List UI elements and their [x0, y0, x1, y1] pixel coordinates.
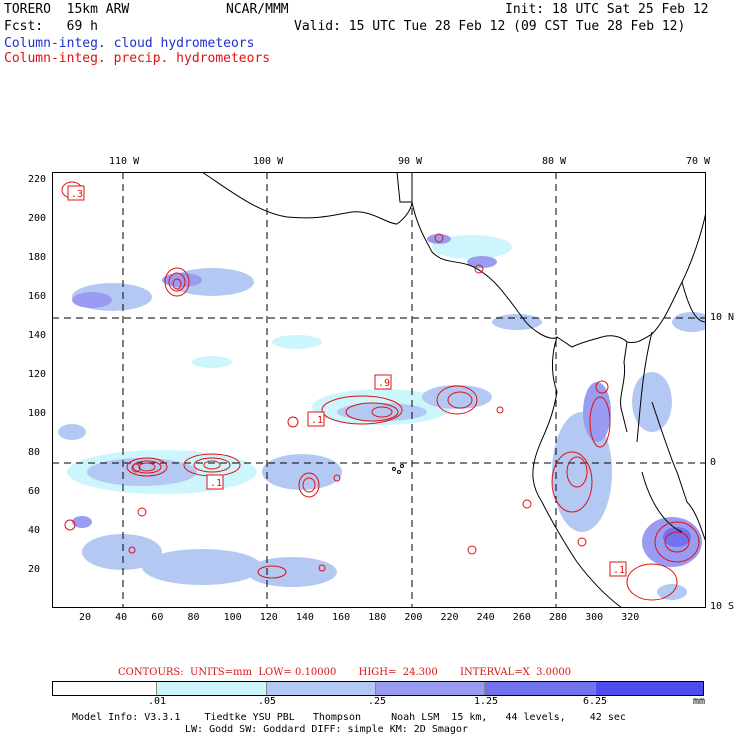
contour-label: .1 [613, 565, 625, 576]
y-tick-label: 120 [28, 369, 47, 380]
field-cloud-label: Column-integ. cloud hydrometeors [4, 36, 255, 51]
lon-label: 70 W [686, 156, 711, 167]
y-tick-label: 200 [28, 213, 47, 224]
x-tick-label: 20 [79, 612, 92, 623]
x-tick-label: 220 [440, 612, 459, 623]
colorbar-tick-label: 1.25 [473, 696, 499, 707]
forecast-hour: Fcst: 69 h [4, 19, 98, 34]
x-tick-label: 280 [548, 612, 567, 623]
x-tick-label: 320 [621, 612, 640, 623]
x-tick-label: 260 [512, 612, 531, 623]
valid-time: Valid: 15 UTC Tue 28 Feb 12 (09 CST Tue … [294, 19, 686, 34]
y-tick-label: 40 [28, 525, 41, 536]
y-tick-label: 60 [28, 486, 41, 497]
contour-label: .9 [378, 378, 390, 389]
colorbar-swatch [376, 682, 486, 695]
y-tick-label: 100 [28, 408, 47, 419]
x-tick-label: 300 [585, 612, 604, 623]
colorbar-tick-label: 6.25 [582, 696, 608, 707]
x-tick-label: 140 [295, 612, 314, 623]
y-tick-label: 220 [28, 174, 47, 185]
colorbar-swatch [485, 682, 596, 695]
x-tick-label: 160 [332, 612, 351, 623]
y-tick-label: 180 [28, 252, 47, 263]
contour-label: .1 [210, 478, 222, 489]
model-info-line1: Model Info: V3.3.1 Tiedtke YSU PBL Thomp… [72, 712, 626, 723]
y-tick-label: 160 [28, 291, 47, 302]
contour-labels: .3 .1 .9 .1 .1 [67, 185, 627, 577]
colorbar [52, 681, 704, 696]
colorbar-swatch [595, 682, 703, 695]
model-name: TORERO 15km ARW [4, 2, 130, 17]
cloud-hydrometeor-shading [58, 234, 706, 600]
model-info-line2: LW: Godd SW: Goddard DIFF: simple KM: 2D… [185, 724, 468, 735]
lon-label: 80 W [542, 156, 567, 167]
lat-label: 10 S [710, 601, 735, 612]
colorbar-swatch [266, 682, 377, 695]
precip-contours [61, 181, 700, 601]
colorbar-unit: mm [693, 696, 706, 707]
map-plot: .3 .1 .9 .1 .1 [52, 172, 706, 608]
graticule-lines [52, 172, 706, 608]
x-tick-label: 60 [151, 612, 164, 623]
x-tick-label: 180 [368, 612, 387, 623]
colorbar-swatch [157, 682, 267, 695]
field-precip-label: Column-integ. precip. hydrometeors [4, 51, 271, 66]
coastlines [201, 172, 706, 608]
center-name: NCAR/MMM [226, 2, 289, 17]
colorbar-tick-label: .05 [257, 696, 277, 707]
map-frame [52, 172, 706, 608]
contour-info: CONTOURS: UNITS=mm LOW= 0.10000 HIGH= 24… [118, 667, 572, 678]
lon-label: 90 W [398, 156, 423, 167]
init-time: Init: 18 UTC Sat 25 Feb 12 [505, 2, 709, 17]
colorbar-swatch [53, 682, 158, 695]
lon-label: 100 W [253, 156, 284, 167]
contour-label: .3 [71, 189, 83, 200]
colorbar-tick-label: .01 [147, 696, 167, 707]
contour-label: .1 [311, 415, 323, 426]
lon-label: 110 W [109, 156, 140, 167]
x-tick-label: 200 [404, 612, 423, 623]
lat-label: 10 N [710, 312, 735, 323]
colorbar-tick-label: .25 [367, 696, 387, 707]
lat-label: 0 [710, 457, 717, 468]
y-tick-label: 80 [28, 447, 41, 458]
x-tick-label: 40 [115, 612, 128, 623]
y-tick-label: 140 [28, 330, 47, 341]
x-tick-label: 120 [259, 612, 278, 623]
x-tick-label: 80 [187, 612, 200, 623]
x-tick-label: 100 [223, 612, 242, 623]
y-tick-label: 20 [28, 564, 41, 575]
x-tick-label: 240 [476, 612, 495, 623]
